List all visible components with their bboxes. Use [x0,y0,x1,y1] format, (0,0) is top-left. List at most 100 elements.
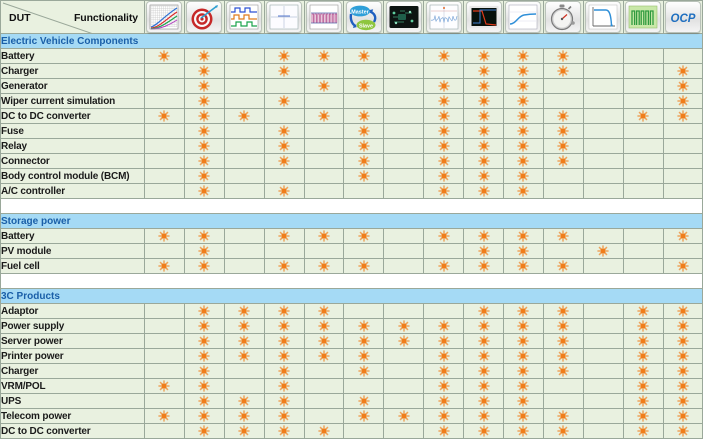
matrix-cell[interactable] [224,334,264,349]
matrix-cell[interactable] [464,124,504,139]
column-header-5[interactable] [304,1,344,34]
matrix-cell[interactable] [384,94,424,109]
matrix-cell[interactable] [145,184,185,199]
matrix-cell[interactable] [304,334,344,349]
matrix-cell[interactable] [663,184,703,199]
matrix-cell[interactable] [504,139,544,154]
matrix-cell[interactable] [384,244,424,259]
matrix-cell[interactable] [583,334,623,349]
matrix-cell[interactable] [184,319,224,334]
matrix-cell[interactable] [504,409,544,424]
digital-waveform-icon[interactable] [226,1,262,33]
column-header-13[interactable] [623,1,663,34]
matrix-cell[interactable] [464,184,504,199]
matrix-cell[interactable] [224,94,264,109]
matrix-cell[interactable] [384,409,424,424]
matrix-cell[interactable] [543,124,583,139]
matrix-cell[interactable] [464,229,504,244]
matrix-cell[interactable] [384,139,424,154]
matrix-cell[interactable] [224,319,264,334]
matrix-cell[interactable] [623,64,663,79]
matrix-cell[interactable] [623,124,663,139]
matrix-cell[interactable] [504,49,544,64]
matrix-cell[interactable] [663,94,703,109]
matrix-cell[interactable] [344,364,384,379]
matrix-cell[interactable] [663,259,703,274]
matrix-cell[interactable] [304,139,344,154]
matrix-cell[interactable] [264,259,304,274]
matrix-cell[interactable] [424,154,464,169]
matrix-cell[interactable] [384,124,424,139]
blank-plot-icon[interactable] [266,1,302,33]
matrix-cell[interactable] [663,304,703,319]
matrix-cell[interactable] [145,394,185,409]
matrix-cell[interactable] [264,49,304,64]
matrix-cell[interactable] [464,94,504,109]
matrix-cell[interactable] [583,109,623,124]
matrix-cell[interactable] [504,109,544,124]
matrix-cell[interactable] [424,49,464,64]
matrix-cell[interactable] [304,169,344,184]
matrix-cell[interactable] [184,154,224,169]
matrix-cell[interactable] [424,409,464,424]
matrix-cell[interactable] [184,349,224,364]
matrix-cell[interactable] [623,319,663,334]
matrix-cell[interactable] [504,349,544,364]
matrix-cell[interactable] [663,139,703,154]
matrix-cell[interactable] [424,424,464,439]
matrix-cell[interactable] [464,79,504,94]
matrix-cell[interactable] [464,49,504,64]
matrix-cell[interactable] [504,304,544,319]
multi-curve-graph-icon[interactable] [146,1,182,33]
matrix-cell[interactable] [583,304,623,319]
matrix-cell[interactable] [344,229,384,244]
matrix-cell[interactable] [464,304,504,319]
matrix-cell[interactable] [384,49,424,64]
matrix-cell[interactable] [145,244,185,259]
matrix-cell[interactable] [663,79,703,94]
matrix-cell[interactable] [623,49,663,64]
matrix-cell[interactable] [464,394,504,409]
matrix-cell[interactable] [464,334,504,349]
matrix-cell[interactable] [384,169,424,184]
matrix-cell[interactable] [145,169,185,184]
matrix-cell[interactable] [623,169,663,184]
matrix-cell[interactable] [583,169,623,184]
matrix-cell[interactable] [264,349,304,364]
matrix-cell[interactable] [464,349,504,364]
matrix-cell[interactable] [145,124,185,139]
matrix-cell[interactable] [184,394,224,409]
matrix-cell[interactable] [145,364,185,379]
matrix-cell[interactable] [623,139,663,154]
matrix-cell[interactable] [344,334,384,349]
matrix-cell[interactable] [504,364,544,379]
matrix-cell[interactable] [623,394,663,409]
matrix-cell[interactable] [344,169,384,184]
matrix-cell[interactable] [184,109,224,124]
matrix-cell[interactable] [184,409,224,424]
matrix-cell[interactable] [424,109,464,124]
matrix-cell[interactable] [623,184,663,199]
matrix-cell[interactable] [344,349,384,364]
matrix-cell[interactable] [663,349,703,364]
matrix-cell[interactable] [184,49,224,64]
matrix-cell[interactable] [583,394,623,409]
matrix-cell[interactable] [304,304,344,319]
matrix-cell[interactable] [583,94,623,109]
matrix-cell[interactable] [424,394,464,409]
matrix-cell[interactable] [224,409,264,424]
matrix-cell[interactable] [583,349,623,364]
matrix-cell[interactable] [623,379,663,394]
matrix-cell[interactable] [543,154,583,169]
matrix-cell[interactable] [663,109,703,124]
matrix-cell[interactable] [583,409,623,424]
matrix-cell[interactable] [384,424,424,439]
matrix-cell[interactable] [543,64,583,79]
matrix-cell[interactable] [543,259,583,274]
matrix-cell[interactable] [504,424,544,439]
matrix-cell[interactable] [224,229,264,244]
matrix-cell[interactable] [583,259,623,274]
matrix-cell[interactable] [543,229,583,244]
matrix-cell[interactable] [663,409,703,424]
